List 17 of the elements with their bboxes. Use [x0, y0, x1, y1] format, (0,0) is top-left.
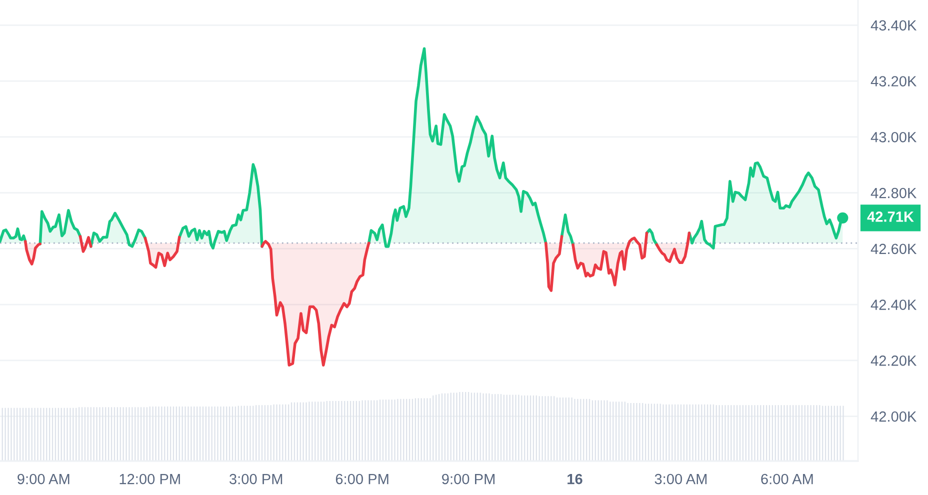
y-tick-label: 42.80K	[870, 188, 917, 198]
x-tick-label: 9:00 PM	[442, 474, 494, 484]
y-tick-label: 43.40K	[870, 20, 917, 31]
y-tick-label: 42.60K	[870, 244, 917, 254]
y-tick-label: 42.20K	[870, 356, 917, 366]
annotation: 42.71K	[867, 212, 914, 222]
y-tick-label: 42.40K	[870, 300, 917, 310]
y-tick-label: 43.20K	[870, 76, 917, 86]
x-tick-label: 9:00 AM	[18, 474, 70, 484]
y-tick-label: 42.00K	[870, 411, 917, 422]
x-tick-label: 12:00 PM	[120, 474, 180, 484]
x-tick-label: 6:00 PM	[336, 474, 388, 484]
x-tick-label: 3:00 PM	[230, 474, 282, 484]
x-tick-label: 16	[568, 474, 582, 484]
y-tick-label: 43.00K	[870, 132, 917, 142]
x-tick-label: 6:00 AM	[761, 474, 813, 484]
x-tick-label: 3:00 AM	[654, 474, 707, 484]
